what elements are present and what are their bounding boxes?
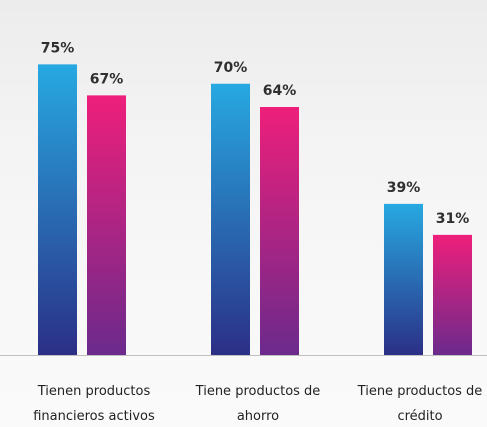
data-label-series2-cat3: 31% [436, 211, 470, 227]
category-labels: Tienen productos financieros activos Tiene… [33, 384, 482, 424]
data-label-series1-cat2: 70% [214, 60, 248, 76]
category-label-2-line-1: Tiene productos de [195, 384, 321, 399]
bar-series2-cat3 [433, 234, 472, 355]
category-label-3-line-2: crédito [397, 409, 442, 424]
category-label-3-line-1: Tiene productos de [357, 384, 483, 399]
category-label-1-line-2: financieros activos [33, 409, 155, 424]
bar-series2-cat1 [87, 95, 126, 355]
data-label-series1-cat3: 39% [387, 180, 421, 196]
data-label-series2-cat1: 67% [90, 71, 124, 87]
category-label-2-line-2: ahorro [237, 409, 279, 424]
bar-series1-cat3 [384, 203, 423, 355]
bar-series1-cat2 [211, 83, 250, 355]
bars-group: 75% 70% 39% 67% 64% 31% [38, 40, 472, 355]
bar-series2-cat2 [260, 107, 299, 355]
category-label-1-line-1: Tienen productos [37, 384, 151, 399]
data-label-series2-cat2: 64% [263, 83, 297, 99]
data-label-series1-cat1: 75% [41, 40, 75, 56]
bar-series1-cat1 [38, 64, 77, 355]
